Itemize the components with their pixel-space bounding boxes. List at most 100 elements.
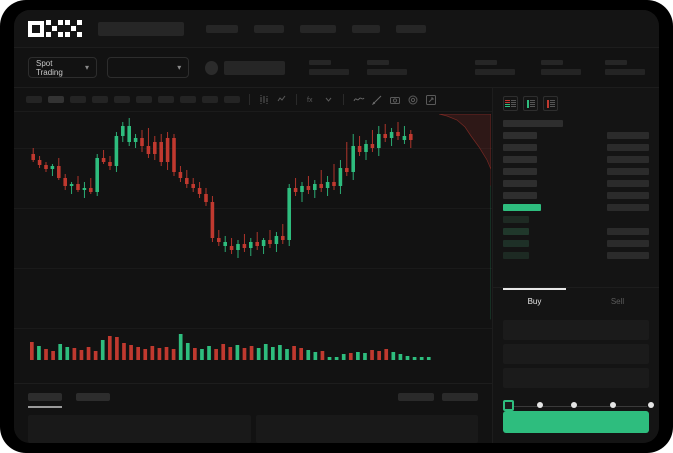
ob-price [503,155,537,163]
timeframe-0[interactable] [26,96,42,103]
nav-item-1[interactable] [254,24,284,33]
tab-order-history[interactable] [76,393,110,401]
drawing-pencil-icon[interactable] [371,94,383,106]
tab-sell[interactable]: Sell [610,296,625,306]
gridline [14,148,492,149]
candlestick-chart-icon[interactable] [259,94,270,105]
slider-mark-100[interactable] [648,402,654,408]
stat-value [541,69,581,75]
stat-value [605,69,645,75]
price-field[interactable] [503,320,649,340]
ob-price [503,191,537,199]
slider-track [511,406,647,407]
nav-item-0[interactable] [206,24,238,33]
order-book-ask-row[interactable] [503,177,649,189]
stat-value [475,69,515,75]
stat-value [309,69,349,75]
chevron-down-icon: ▾ [84,63,89,72]
nav-item-2[interactable] [300,24,336,33]
okx-logo-icon[interactable] [28,20,82,37]
chart-type-icon[interactable] [276,94,287,105]
ob-amount [607,203,649,211]
stat-label [605,60,627,65]
order-book-rows[interactable] [493,117,659,261]
chevron-down-icon[interactable] [323,94,334,105]
toolbar-divider [296,94,297,105]
order-book-ask-row[interactable] [503,153,649,165]
timeframe-8[interactable] [202,96,218,103]
line-chart-icon[interactable] [353,94,365,105]
order-book-modes [493,88,659,117]
trading-mode-select[interactable]: Spot Trading ▾ [28,57,97,78]
market-stat-4 [605,60,645,75]
order-book-ask-row[interactable] [503,117,649,129]
order-book-mode-asks-icon[interactable] [543,96,558,111]
slider-mark-25[interactable] [537,402,543,408]
order-book-ask-row[interactable] [503,189,649,201]
timeframe-7[interactable] [180,96,196,103]
fullscreen-icon[interactable] [425,94,437,106]
orders-tabs [14,384,492,408]
ob-amount [607,155,649,163]
stat-label [309,60,331,65]
gridline [14,208,492,209]
volume-series [30,334,431,360]
timeframe-3[interactable] [92,96,108,103]
gridline [14,268,492,269]
ob-price [503,119,563,127]
order-book-ask-row[interactable] [503,141,649,153]
camera-icon[interactable] [389,94,401,106]
orders-action-1[interactable] [442,393,478,401]
order-book-ask-row[interactable] [503,129,649,141]
order-book-bid-row[interactable] [503,213,649,225]
timeframe-9[interactable] [224,96,240,103]
price-chart[interactable] [14,112,492,383]
search-input[interactable] [98,21,184,36]
timeframe-1[interactable] [48,96,64,103]
market-subbar: Spot Trading ▾ ▾ [14,48,659,88]
market-stat-0 [309,60,349,75]
order-book-bid-row[interactable] [503,249,649,261]
timeframe-5[interactable] [136,96,152,103]
ob-amount [607,131,649,139]
submit-buy-button[interactable] [503,411,649,433]
ob-amount [607,179,649,187]
trading-mode-label: Spot Trading [36,58,63,77]
order-book-mode-both-icon[interactable] [503,96,518,111]
order-book-ask-row[interactable] [503,165,649,177]
depth-overlay [439,114,491,320]
indicators-icon[interactable]: fx [306,94,317,105]
settings-gear-icon[interactable] [407,94,419,106]
tab-buy[interactable]: Buy [493,288,576,314]
slider-handle[interactable] [503,400,514,411]
nav-item-4[interactable] [396,24,426,33]
total-field[interactable] [503,368,649,388]
amount-field[interactable] [503,344,649,364]
pair-select[interactable]: ▾ [106,57,190,78]
timeframe-2[interactable] [70,96,86,103]
ob-amount [607,227,649,235]
slider-mark-75[interactable] [610,402,616,408]
orders-action-0[interactable] [398,393,434,401]
ob-price [503,215,529,223]
ob-amount [607,251,649,259]
order-book-bid-row[interactable] [503,225,649,237]
order-book-bid-row[interactable] [503,237,649,249]
nav-item-3[interactable] [352,24,380,33]
order-book-spread-row[interactable] [503,201,649,213]
candlestick-series [31,118,413,258]
ob-price [503,143,537,151]
slider-mark-50[interactable] [571,402,577,408]
ob-price [503,179,537,187]
order-book-panel [492,88,659,287]
tab-open-orders[interactable] [28,393,62,408]
ob-amount [607,143,649,151]
order-book-mode-bids-icon[interactable] [523,96,538,111]
ob-amount [607,167,649,175]
ob-amount [607,191,649,199]
stat-value [367,69,407,75]
timeframe-4[interactable] [114,96,130,103]
amount-percent-slider[interactable] [493,388,659,411]
timeframe-6[interactable] [158,96,174,103]
